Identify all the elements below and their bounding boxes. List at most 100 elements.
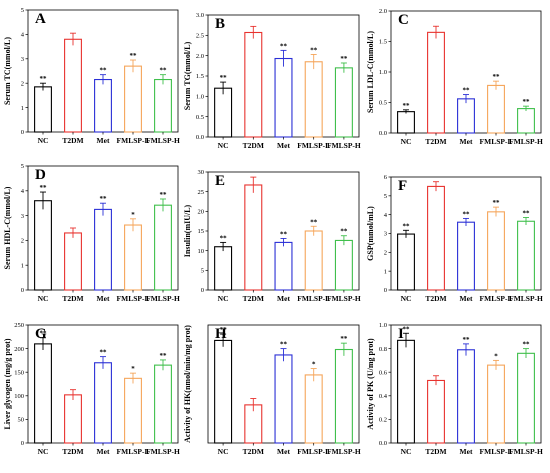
bar-fmlsp-l (487, 211, 505, 291)
bar-nc (214, 87, 233, 138)
significance-marker: ** (280, 230, 288, 238)
x-tick-label: NC (218, 294, 229, 303)
y-axis-label: Activity of PK (U/mg prot) (366, 338, 375, 430)
bar-fmlsp-l (124, 224, 142, 291)
x-tick-label: T2DM (425, 294, 446, 303)
bar-t2dm (64, 38, 82, 133)
y-tick-label: 0.4 (379, 393, 388, 400)
significance-marker: ** (160, 67, 168, 75)
panel-d: D 0 1 2 3 4 5 Serum HDL-C(mmol/L) ** NC T2DM ** Met *… (3, 163, 180, 303)
x-tick-label: NC (38, 447, 49, 456)
panel-b: B 0.0 0.5 1.0 1.5 2.0 2.5 3.0 Serum TG(mmol/L) **… (183, 12, 361, 150)
bar-fmlsp-h (154, 364, 172, 444)
x-tick-label: FMLSP-L (480, 294, 513, 303)
significance-marker: ** (463, 336, 471, 344)
significance-marker: ** (160, 191, 168, 199)
y-tick-label: 25 (198, 189, 205, 196)
bar-met (274, 57, 293, 138)
x-tick-label: FMLSP-H (509, 137, 543, 146)
y-tick-label: 1.0 (379, 69, 387, 76)
x-tick-label: Met (460, 294, 473, 303)
significance-marker: * (131, 365, 135, 373)
bar-fmlsp-l (487, 364, 505, 444)
y-tick-label: 0.5 (196, 114, 204, 121)
plot-frame (27, 165, 179, 291)
significance-marker: ** (340, 228, 348, 236)
y-axis-label: Serum TC(mmol/L) (3, 37, 12, 105)
bar-fmlsp-l (124, 65, 142, 133)
bar-nc (34, 86, 52, 133)
significance-marker: ** (403, 325, 411, 333)
panel-f: F 0 1 2 3 4 5 6 GSP(mmol/mL) ** NC T2DM ** Met ** FMLSP… (366, 174, 543, 303)
bar-fmlsp-h (154, 204, 172, 291)
y-tick-label: 5 (201, 268, 204, 275)
panel-e: E 0 5 10 15 20 25 30 Insulin(mIU/L) ** NC T2DM ** Met… (183, 169, 361, 303)
panel-letter: A (35, 11, 46, 27)
y-tick-label: 6 (384, 174, 388, 181)
x-tick-label: Met (277, 294, 290, 303)
panel-letter: I (398, 326, 404, 342)
y-tick-label: 0.5 (379, 100, 387, 107)
plot-frame (390, 10, 542, 134)
y-tick-label: 1.0 (379, 322, 387, 329)
y-tick-label: 30 (198, 169, 205, 176)
x-tick-label: FMLSP-H (146, 447, 180, 456)
panel-letter: E (215, 173, 225, 189)
significance-marker: ** (160, 352, 168, 360)
panel-i: I 0.0 0.2 0.4 0.6 0.8 1.0 Activity of PK (U/mg … (366, 322, 543, 456)
y-tick-label: 250 (14, 322, 24, 329)
y-tick-label: 4 (384, 212, 388, 219)
bar-fmlsp-l (487, 84, 505, 134)
x-tick-label: NC (218, 141, 229, 150)
bar-nc (34, 200, 52, 291)
bar-nc (214, 339, 233, 444)
x-tick-label: NC (38, 294, 49, 303)
y-tick-label: 100 (14, 393, 24, 400)
bar-t2dm (64, 394, 82, 444)
y-tick-label: 5 (384, 193, 387, 200)
y-tick-label: 5 (21, 7, 24, 14)
bar-met (94, 208, 112, 291)
x-tick-label: T2DM (243, 447, 264, 456)
significance-marker: ** (40, 184, 48, 192)
significance-marker: ** (493, 199, 501, 207)
x-tick-label: T2DM (243, 141, 264, 150)
bar-fmlsp-h (517, 352, 535, 444)
significance-marker: ** (220, 74, 228, 82)
y-axis-label: Serum HDL-C(mmol/L) (3, 186, 12, 269)
bar-fmlsp-h (334, 67, 353, 138)
y-tick-label: 10 (198, 248, 205, 255)
y-tick-label: 2 (384, 250, 387, 257)
y-tick-label: 0 (201, 287, 204, 294)
bar-met (457, 221, 475, 291)
significance-marker: ** (40, 75, 48, 83)
y-tick-label: 0.2 (379, 417, 387, 424)
y-tick-label: 0.0 (379, 440, 387, 447)
y-tick-label: 2 (21, 80, 24, 87)
significance-marker: ** (310, 218, 318, 226)
y-tick-label: 0.6 (379, 369, 388, 376)
significance-marker: ** (220, 326, 228, 334)
significance-marker: * (131, 211, 135, 219)
significance-marker: ** (130, 52, 138, 60)
y-tick-label: 2.0 (196, 53, 204, 60)
x-tick-label: FMLSP-H (509, 294, 543, 303)
significance-marker: ** (310, 46, 318, 54)
bar-t2dm (244, 184, 263, 291)
x-tick-label: Met (277, 447, 290, 456)
y-tick-label: 0.0 (196, 134, 204, 141)
bar-fmlsp-h (517, 220, 535, 291)
x-tick-label: T2DM (62, 294, 83, 303)
significance-marker: ** (280, 341, 288, 349)
plot-frame (207, 14, 360, 138)
bar-nc (397, 111, 415, 134)
y-tick-label: 3 (21, 213, 24, 220)
y-tick-label: 50 (18, 417, 25, 424)
y-tick-label: 150 (14, 369, 24, 376)
y-axis-label: Insulin(mIU/L) (183, 204, 192, 257)
y-tick-label: 0 (384, 287, 387, 294)
bar-fmlsp-h (334, 239, 353, 291)
bar-met (457, 98, 475, 134)
y-tick-label: 3.0 (196, 12, 204, 19)
